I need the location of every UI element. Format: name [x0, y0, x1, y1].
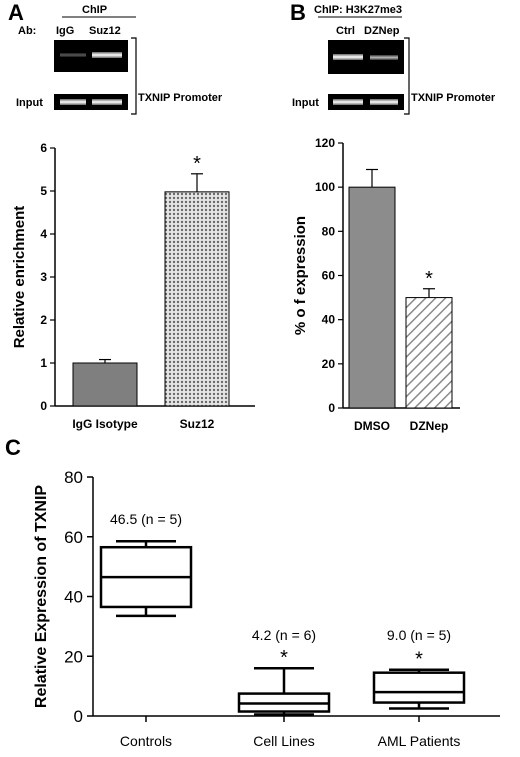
panel-a-input-band-2	[92, 99, 122, 105]
panel-a-promoter-label: TXNIP Promoter	[138, 92, 223, 104]
chart-b-significance-star: *	[425, 268, 433, 290]
chart-a-y-tick-label: 6	[40, 141, 47, 155]
chart-a-category-label: IgG Isotype	[72, 417, 138, 431]
panel-a-bracket	[131, 37, 137, 115]
chart-b-y-tick-label: 80	[322, 224, 336, 238]
panel-b-band-ctrl	[333, 54, 363, 60]
panel-b-input-label: Input	[292, 97, 319, 109]
chart-a-category-label: Suz12	[180, 417, 215, 431]
chart-c-y-tick-label: 80	[64, 468, 83, 487]
panel-b-input-band-1	[333, 99, 363, 105]
panel-b-label: B	[290, 0, 306, 25]
chart-c-category-label: AML Patients	[378, 733, 461, 749]
chart-c-annotation: 46.5 (n = 5)	[110, 511, 182, 527]
chart-b-y-tick-label: 100	[315, 180, 335, 194]
chart-b-category-label: DZNep	[410, 419, 449, 433]
chart-b-bar	[348, 186, 396, 409]
chart-c: 0 20 40 60 80 Controls 46.5 (n = 5) Cell Lines 4…	[33, 468, 500, 749]
panel-a-ab-label: Ab:	[18, 25, 36, 37]
panel-a-lane-igg: IgG	[56, 25, 74, 37]
panel-c-label: C	[5, 435, 21, 460]
panel-a-chip-title: ChIP	[82, 4, 107, 16]
panel-a-input-label: Input	[16, 97, 43, 109]
panel-b-bracket	[404, 37, 410, 115]
chart-a-bar	[164, 191, 230, 407]
chart-b-y-tick-label: 0	[328, 401, 335, 415]
panel-a-lane-suz12: Suz12	[89, 25, 121, 37]
panel-a-band-igg	[60, 53, 86, 57]
chart-c-significance-star: *	[415, 649, 423, 671]
chart-a: 0 1 2 3 4 5 6 IgG Isotype Suz12 * Relative enrichm…	[11, 141, 255, 431]
chart-a-significance-star: *	[193, 153, 201, 175]
chart-b-y-tick-label: 20	[322, 357, 336, 371]
chart-b-y-tick-label: 40	[322, 313, 336, 327]
chart-c-category-label: Cell Lines	[253, 733, 314, 749]
chart-c-annotation: 4.2 (n = 6)	[252, 627, 316, 643]
panel-b-chip-title: ChIP: H3K27me3	[314, 4, 402, 16]
chart-a-y-axis-title: Relative enrichment	[11, 206, 28, 349]
panel-a-gel-input	[54, 94, 128, 110]
panel-a-label: A	[8, 0, 24, 25]
chart-b-category-label: DMSO	[354, 419, 390, 433]
chart-c-category-label: Controls	[120, 733, 172, 749]
chart-a-y-tick-label: 3	[40, 270, 47, 284]
chart-b-y-axis-title: % o f expression	[292, 216, 309, 335]
chart-a-y-tick-label: 4	[40, 227, 47, 241]
chart-b-bar	[405, 297, 453, 409]
chart-c-y-axis-title: Relative Expression of TXNIP	[33, 485, 50, 709]
panel-b-promoter-label: TXNIP Promoter	[411, 92, 496, 104]
chart-c-annotation: 9.0 (n = 5)	[387, 627, 451, 643]
chart-c-y-tick-label: 60	[64, 528, 83, 547]
chart-b: 0 20 40 60 80 100 120 DMSO DZNep * % o f expressio…	[292, 136, 460, 433]
panel-b-lane-ctrl: Ctrl	[336, 25, 355, 37]
chart-c-y-tick-label: 0	[74, 707, 83, 726]
chart-c-significance-star: *	[280, 647, 288, 669]
chart-a-y-tick-label: 1	[40, 356, 47, 370]
chart-c-y-tick-label: 40	[64, 588, 83, 607]
panel-b-gel-input	[328, 94, 404, 110]
panel-b-input-band-2	[370, 99, 398, 105]
panel-a-band-suz12	[92, 52, 122, 58]
chart-a-bar	[72, 362, 138, 407]
panel-a-input-band-1	[60, 99, 86, 105]
panel-b-lane-dznep: DZNep	[364, 25, 400, 37]
chart-b-y-tick-label: 60	[322, 269, 336, 283]
panel-b-band-dznep	[370, 55, 398, 60]
chart-a-y-tick-label: 2	[40, 313, 47, 327]
chart-c-box	[372, 671, 466, 704]
chart-a-y-tick-label: 5	[40, 184, 47, 198]
chart-b-y-tick-label: 120	[315, 136, 335, 150]
chart-c-y-tick-label: 20	[64, 647, 83, 666]
chart-a-y-tick-label: 0	[40, 399, 47, 413]
